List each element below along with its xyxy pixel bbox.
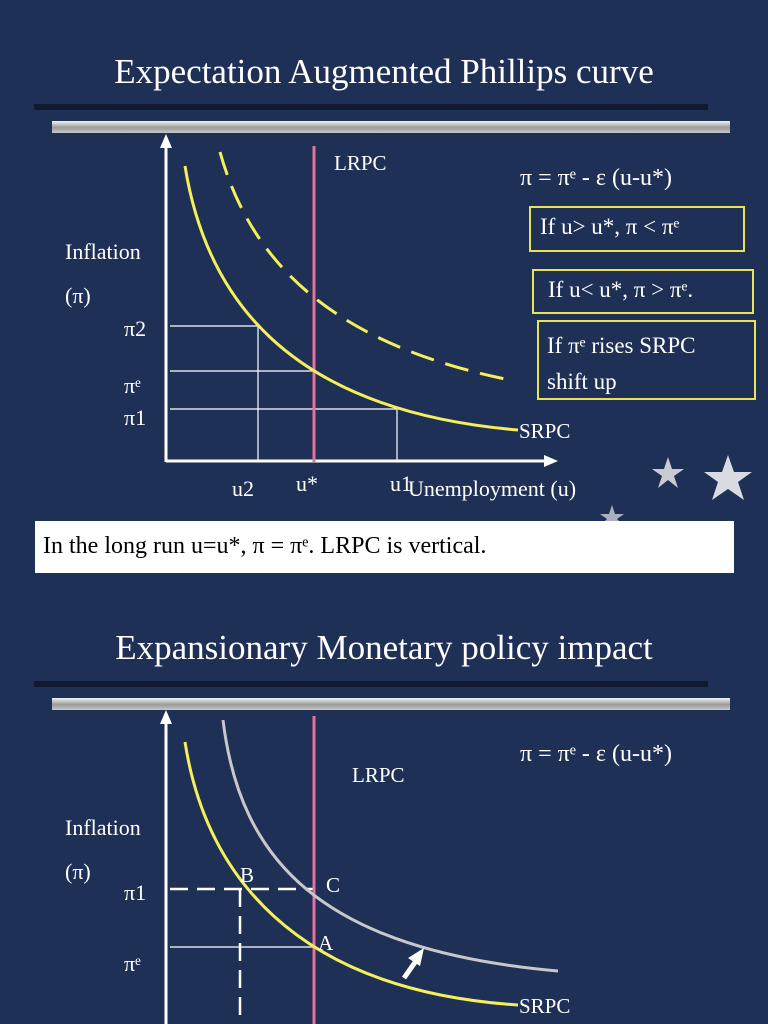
slide-title-1: Expectation Augmented Phillips curve — [114, 52, 654, 91]
inflation-label-2: Inflation — [65, 815, 141, 840]
long-run-summary: In the long run u=u*, π = πᵉ. LRPC is ve… — [35, 521, 734, 573]
y-axis-arrow-2 — [160, 710, 172, 724]
decorative-stars — [600, 455, 752, 521]
x-axis-label: Unemployment (u) — [408, 476, 576, 501]
star-icon — [600, 505, 624, 521]
y-axis-arrow — [160, 134, 172, 148]
srpc-curve-2 — [183, 741, 519, 1007]
title-underline-dark — [34, 104, 708, 110]
star-icon — [652, 457, 684, 488]
u2-label: u2 — [232, 476, 254, 501]
point-b-label: B — [240, 863, 254, 887]
slide-title-2: Expansionary Monetary policy impact — [115, 628, 653, 667]
pi1-label: π1 — [124, 405, 146, 430]
point-c-label: C — [326, 873, 340, 897]
shift-note-line1: If πᵉ rises SRPC — [547, 333, 696, 358]
srpc-curve — [183, 165, 519, 432]
shift-note-box: If πᵉ rises SRPC shift up — [537, 320, 756, 400]
point-a-label: A — [318, 931, 334, 955]
guide-lines — [170, 325, 398, 460]
equation-1: π = πᵉ - ε (u-u*) — [520, 165, 672, 191]
shift-note-line2: shift up — [547, 369, 617, 394]
condition-box-1: If u> u*, π < πᵉ — [529, 206, 745, 252]
star-icon — [704, 455, 752, 500]
pi2-label: π2 — [124, 316, 146, 341]
condition-box-2: If u< u*, π > πᵉ. — [532, 269, 754, 314]
lrpc-label: LRPC — [334, 151, 387, 175]
shift-arrow-icon — [401, 948, 424, 980]
shifted-srpc-curve — [218, 151, 516, 383]
ustar-label: u* — [296, 471, 318, 496]
pi1-label-2: π1 — [124, 880, 146, 905]
srpc-label-2: SRPC — [519, 994, 570, 1018]
pie-label: πᵉ — [124, 373, 141, 398]
x-axis-arrow — [544, 455, 558, 467]
shifted-srpc-curve-2 — [221, 719, 559, 973]
u1-label: u1 — [390, 471, 412, 496]
pi-symbol-label: (π) — [65, 283, 91, 308]
inflation-label: Inflation — [65, 239, 141, 264]
equation-2: π = πᵉ - ε (u-u*) — [520, 741, 672, 767]
lrpc-label-2: LRPC — [352, 763, 405, 787]
title-underline-silver — [52, 121, 730, 133]
pie-label-2: πᵉ — [124, 951, 141, 976]
srpc-label: SRPC — [519, 419, 570, 443]
pi-symbol-label-2: (π) — [65, 859, 91, 884]
title-underline-dark-2 — [34, 681, 708, 687]
title-underline-silver-2 — [52, 698, 730, 710]
